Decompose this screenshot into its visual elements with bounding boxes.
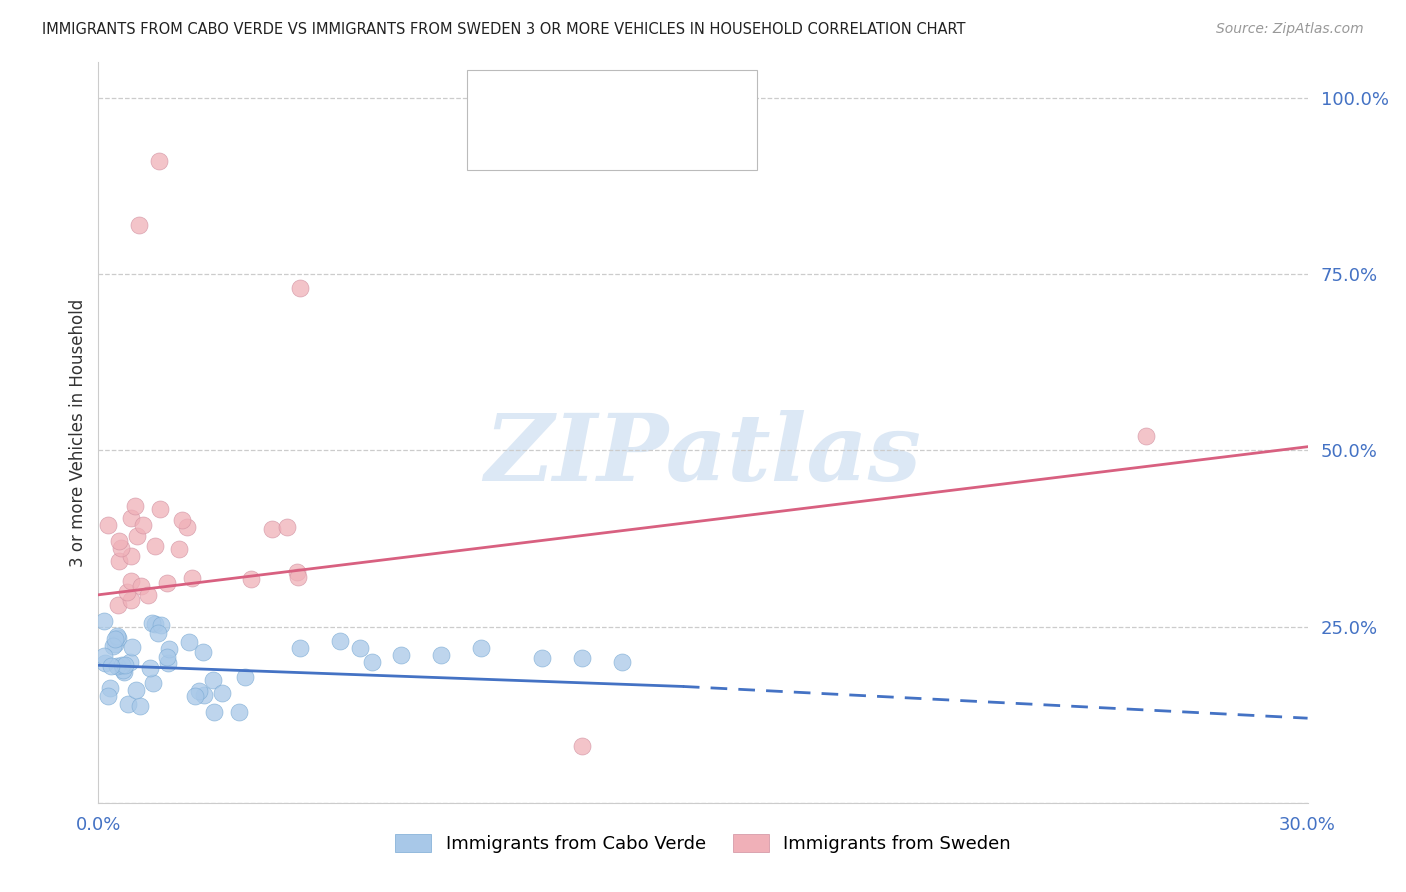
- Point: [100, 659, 122, 673]
- Point: [104, 632, 127, 646]
- Point: [1135, 429, 1157, 443]
- Point: [105, 659, 128, 673]
- Point: [172, 513, 194, 527]
- Point: [430, 648, 453, 662]
- Y-axis label: 3 or more Vehicles in Household: 3 or more Vehicles in Household: [69, 299, 87, 566]
- Text: Source: ZipAtlas.com: Source: ZipAtlas.com: [1216, 22, 1364, 37]
- Text: N = 32: N = 32: [647, 125, 714, 144]
- Point: [97, 689, 120, 703]
- Point: [193, 645, 215, 659]
- Point: [149, 502, 172, 516]
- Point: [138, 661, 160, 675]
- FancyBboxPatch shape: [467, 70, 758, 169]
- Text: R =  0.189: R = 0.189: [531, 125, 627, 144]
- Point: [211, 686, 233, 700]
- Point: [157, 656, 180, 670]
- Point: [157, 641, 180, 656]
- Point: [121, 640, 143, 655]
- Point: [571, 651, 593, 665]
- Point: [146, 626, 169, 640]
- Point: [470, 640, 492, 655]
- Point: [93, 656, 115, 670]
- Point: [110, 658, 132, 673]
- Point: [145, 539, 167, 553]
- Text: IMMIGRANTS FROM CABO VERDE VS IMMIGRANTS FROM SWEDEN 3 OR MORE VEHICLES IN HOUSE: IMMIGRANTS FROM CABO VERDE VS IMMIGRANTS…: [42, 22, 966, 37]
- Point: [156, 649, 179, 664]
- Point: [389, 648, 412, 662]
- Point: [105, 629, 128, 643]
- Text: N = 50: N = 50: [647, 93, 714, 111]
- Point: [110, 541, 132, 555]
- Point: [132, 518, 155, 533]
- Point: [104, 637, 127, 651]
- Point: [184, 689, 207, 703]
- Point: [128, 218, 150, 232]
- Point: [129, 579, 152, 593]
- Point: [97, 517, 120, 532]
- Point: [120, 592, 142, 607]
- Point: [571, 739, 593, 754]
- Point: [124, 499, 146, 513]
- Point: [288, 281, 311, 295]
- Point: [349, 640, 371, 655]
- Point: [107, 631, 129, 645]
- Point: [228, 705, 250, 719]
- Point: [103, 639, 125, 653]
- Point: [288, 640, 311, 655]
- Point: [176, 519, 198, 533]
- Point: [329, 633, 352, 648]
- Point: [276, 520, 298, 534]
- Point: [121, 574, 143, 588]
- Point: [187, 684, 209, 698]
- Point: [115, 584, 138, 599]
- Point: [142, 675, 165, 690]
- Point: [156, 575, 179, 590]
- Point: [287, 570, 309, 584]
- Legend: Immigrants from Cabo Verde, Immigrants from Sweden: Immigrants from Cabo Verde, Immigrants f…: [388, 827, 1018, 861]
- Point: [202, 673, 225, 687]
- Point: [114, 665, 136, 679]
- Point: [111, 663, 134, 677]
- Point: [193, 688, 215, 702]
- Point: [239, 572, 262, 586]
- Point: [143, 616, 166, 631]
- Point: [107, 554, 129, 568]
- Point: [120, 510, 142, 524]
- Point: [204, 706, 226, 720]
- Point: [141, 615, 163, 630]
- Point: [136, 588, 159, 602]
- Text: ZIPatlas: ZIPatlas: [485, 409, 921, 500]
- Point: [612, 655, 634, 669]
- Point: [114, 658, 136, 673]
- Point: [287, 565, 309, 579]
- Point: [180, 571, 202, 585]
- Text: R = -0.151: R = -0.151: [531, 93, 628, 111]
- Point: [118, 655, 141, 669]
- Point: [179, 635, 201, 649]
- Point: [93, 614, 115, 628]
- Point: [107, 598, 129, 612]
- Point: [148, 154, 170, 169]
- Point: [129, 699, 152, 714]
- Point: [108, 534, 131, 549]
- Point: [120, 549, 142, 564]
- Point: [117, 697, 139, 711]
- Point: [149, 617, 172, 632]
- Point: [125, 682, 148, 697]
- Point: [167, 542, 190, 557]
- Point: [260, 523, 283, 537]
- Point: [125, 529, 148, 543]
- Point: [233, 670, 256, 684]
- Point: [530, 651, 553, 665]
- Point: [98, 681, 121, 695]
- Point: [93, 649, 115, 664]
- Point: [361, 655, 384, 669]
